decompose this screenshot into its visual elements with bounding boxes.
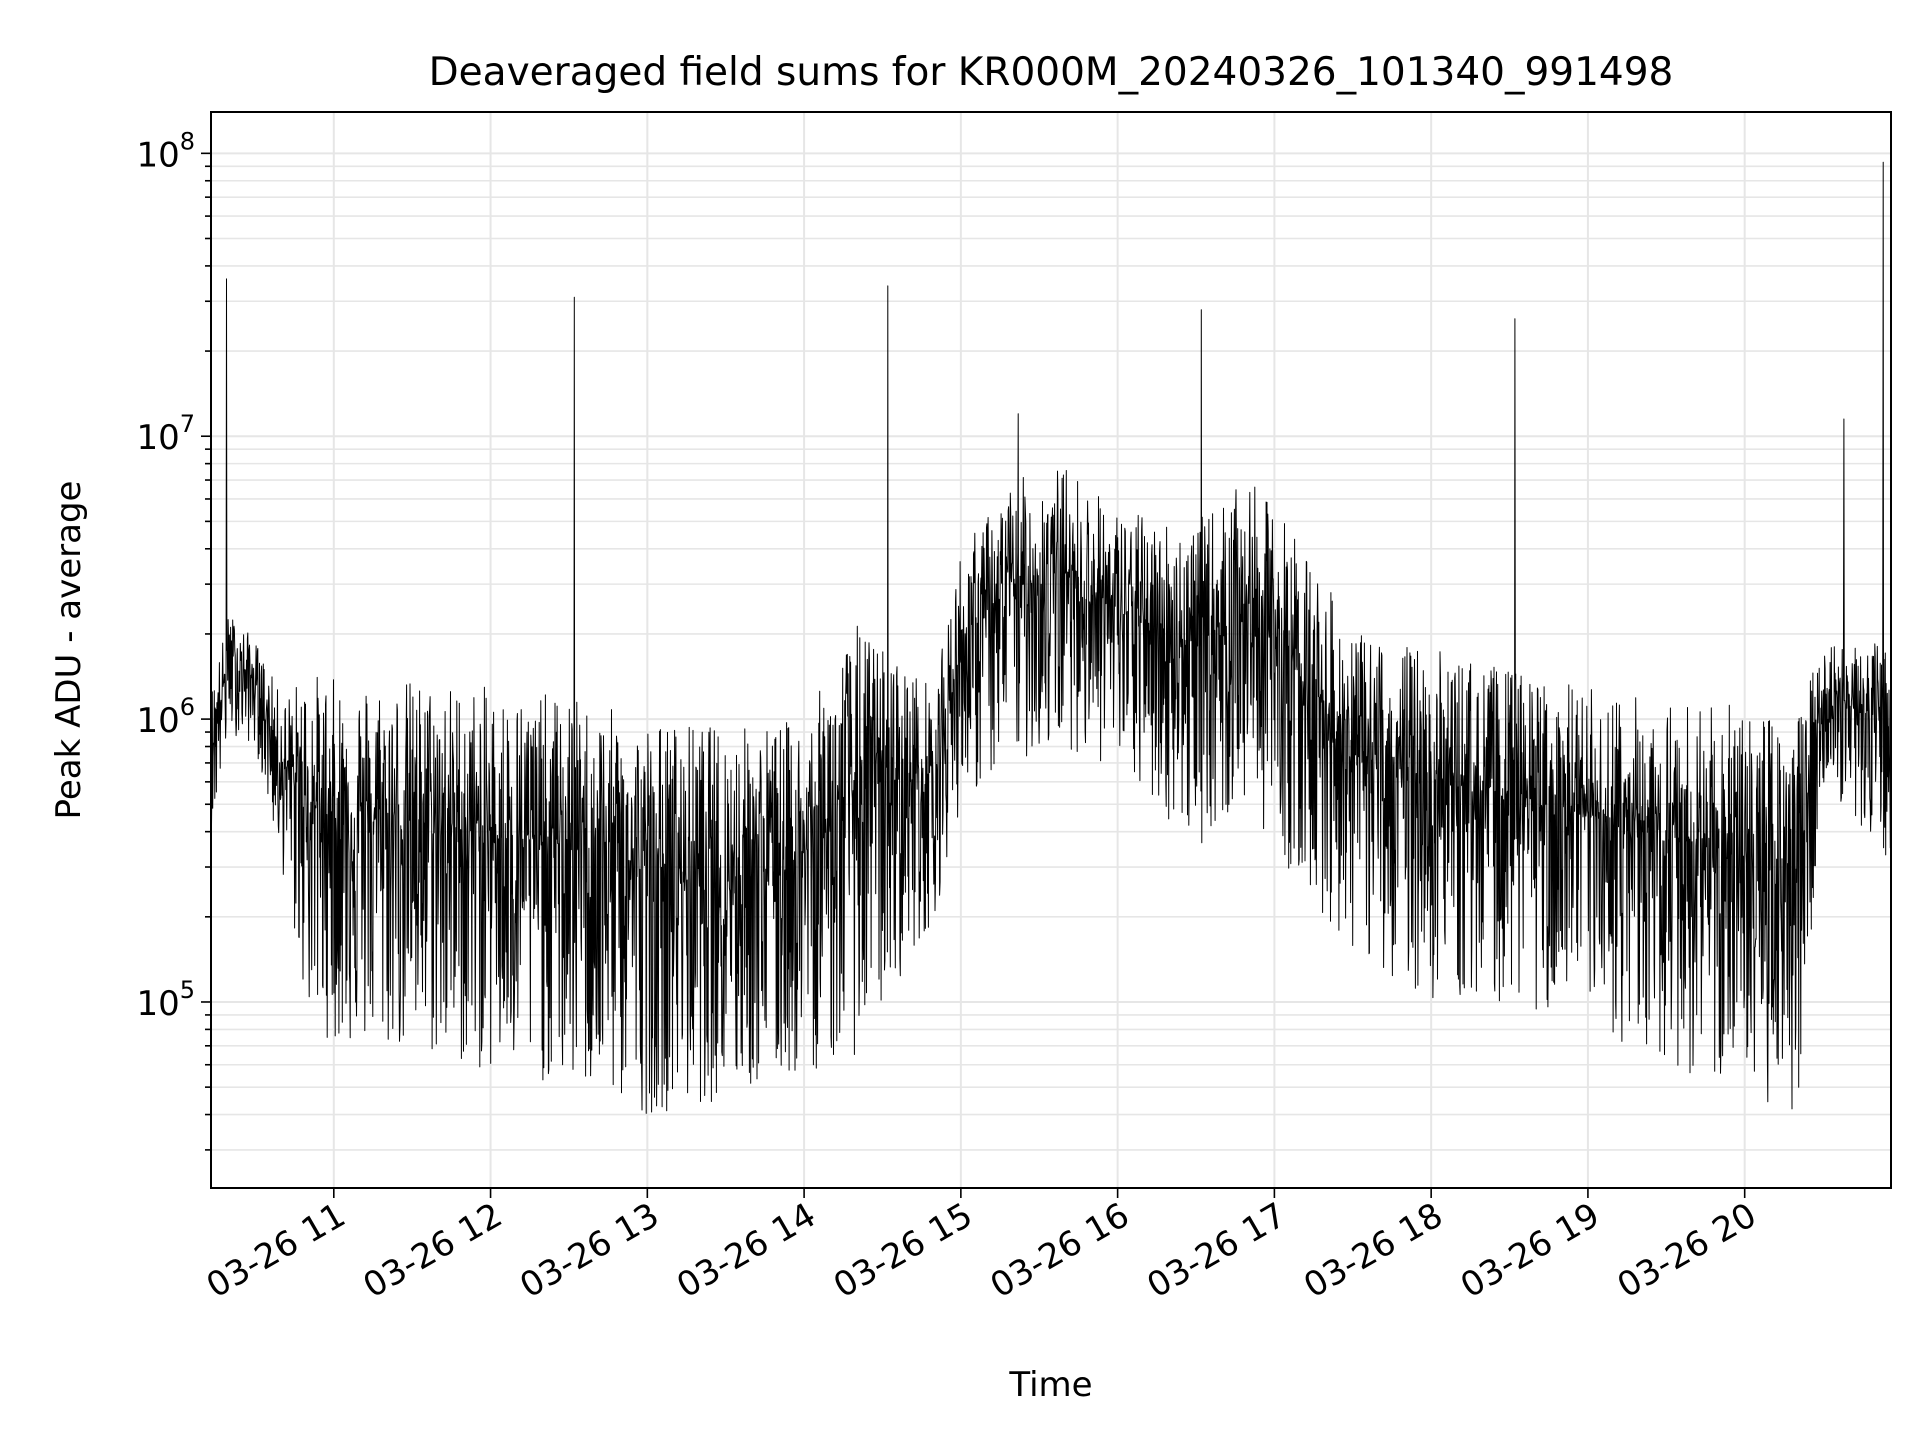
x-axis-label: Time [1008,1365,1092,1405]
x-tick-label: 03-26 20 [1611,1195,1763,1306]
y-tick-label: 106 [136,693,195,741]
x-tick-label: 03-26 13 [513,1195,665,1306]
x-tick-label: 03-26 17 [1140,1195,1292,1306]
x-tick-label: 03-26 11 [200,1195,352,1306]
series-line [210,161,1892,1114]
y-tick-label: 107 [136,410,195,458]
x-tick-label: 03-26 18 [1297,1195,1449,1306]
y-axis: 105 106 107 108 [136,127,211,1151]
chart-title: Deaveraged field sums for KR000M_2024032… [429,50,1674,95]
plot-frame [210,111,1892,1189]
x-axis: 03-26 11 03-26 12 03-26 13 03-26 14 03-26 15… [200,1188,1763,1306]
y-tick-label: 108 [136,127,195,175]
y-axis-label: Peak ADU - average [49,481,89,820]
x-tick-label: 03-26 12 [357,1195,509,1306]
y-tick-label: 105 [136,976,195,1024]
x-tick-label: 03-26 15 [827,1195,979,1306]
x-tick-label: 03-26 19 [1454,1195,1606,1306]
x-tick-label: 03-26 16 [984,1195,1136,1306]
x-tick-label: 03-26 14 [670,1195,822,1306]
